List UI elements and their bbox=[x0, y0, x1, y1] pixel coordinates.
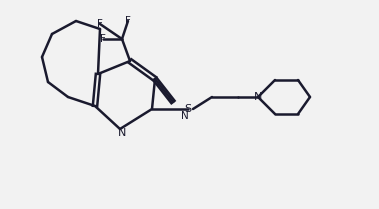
Text: F: F bbox=[97, 19, 103, 29]
Text: N: N bbox=[118, 128, 126, 138]
Text: S: S bbox=[185, 104, 191, 114]
Text: N: N bbox=[181, 111, 189, 121]
Text: N: N bbox=[254, 92, 262, 102]
Text: F: F bbox=[100, 34, 106, 44]
Text: F: F bbox=[125, 16, 131, 26]
